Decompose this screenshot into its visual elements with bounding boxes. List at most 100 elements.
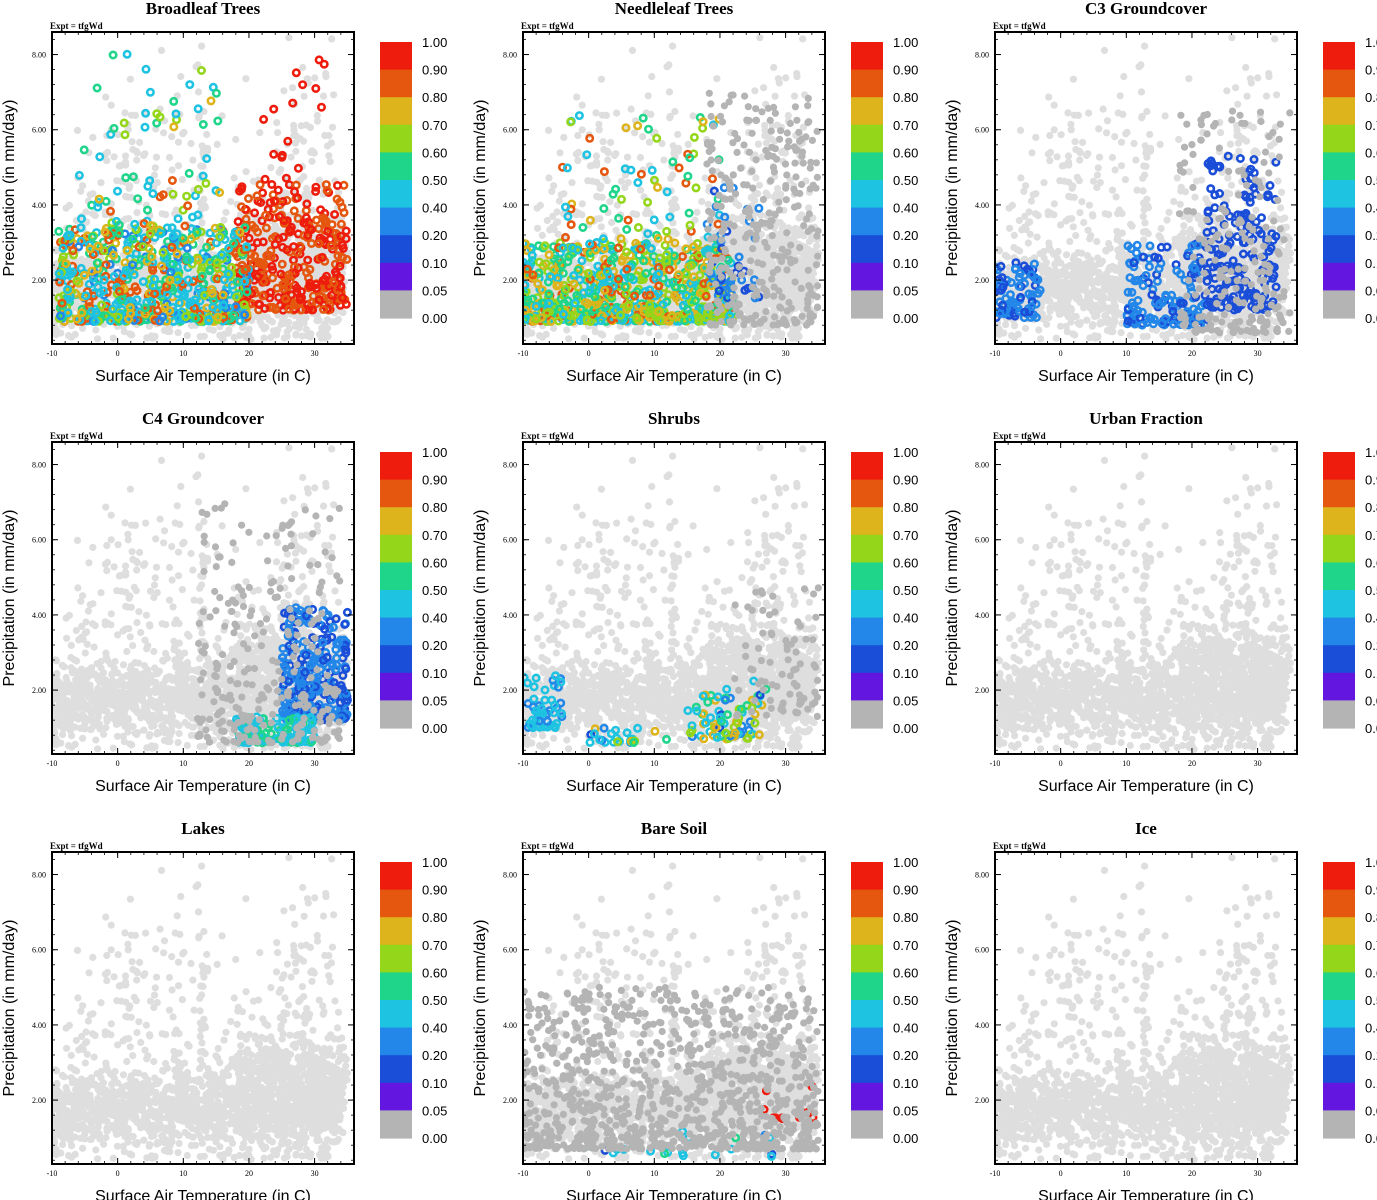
data-point-background [52, 309, 57, 317]
data-point [133, 315, 143, 325]
data-point [288, 98, 298, 108]
data-point-background [300, 92, 308, 100]
data-point [84, 240, 94, 250]
data-point [150, 315, 160, 325]
data-point [55, 311, 65, 321]
data-point [255, 180, 265, 190]
data-point [206, 96, 216, 106]
data-point [108, 246, 118, 256]
data-point-background [65, 201, 73, 209]
data-point [261, 107, 267, 113]
data-point [87, 266, 97, 276]
data-point [240, 223, 250, 233]
data-point [72, 314, 82, 324]
data-point [321, 216, 331, 226]
y-tick-label: 2.00 [32, 276, 46, 285]
data-point [341, 299, 351, 309]
data-point [316, 205, 326, 215]
data-point-background [591, 328, 599, 336]
data-point-background [813, 242, 821, 250]
data-point [306, 225, 316, 235]
data-point [165, 275, 175, 285]
data-point [284, 304, 294, 314]
data-point-background [174, 162, 183, 170]
data-point [180, 221, 190, 231]
data-point [254, 299, 264, 309]
data-point [250, 288, 260, 298]
data-point [198, 120, 208, 130]
data-point [316, 102, 326, 112]
data-point [244, 194, 254, 204]
data-point [87, 306, 97, 316]
data-point [181, 312, 191, 322]
colorbar-label: 0.20 [422, 228, 447, 243]
data-point [106, 316, 116, 326]
data-point [163, 290, 173, 300]
data-point-background [151, 164, 159, 172]
data-point [252, 191, 262, 201]
data-point-background [751, 334, 760, 342]
data-point [120, 130, 130, 140]
data-point [200, 290, 210, 300]
data-point-background [198, 202, 207, 211]
data-point [217, 250, 227, 260]
data-point-background [777, 333, 785, 341]
data-point [114, 286, 124, 296]
data-point-background [796, 298, 804, 306]
data-point [131, 249, 141, 259]
data-point [150, 289, 160, 299]
data-point-background [92, 326, 100, 334]
data-point [338, 244, 348, 254]
data-point [109, 225, 119, 235]
data-point [84, 297, 94, 307]
data-point-background [327, 139, 335, 147]
data-point-background [763, 330, 771, 338]
x-tick-label: 20 [245, 349, 253, 358]
data-point-background [177, 72, 185, 81]
data-point-background [308, 147, 316, 155]
data-point [213, 312, 223, 322]
colorbar-swatch [380, 235, 412, 264]
data-point [90, 316, 100, 326]
data-point [185, 297, 195, 307]
data-point [315, 129, 321, 135]
data-point [235, 227, 245, 237]
data-point-background [283, 190, 291, 198]
data-point-background [274, 129, 282, 137]
colorbar-label: 1.00 [422, 35, 447, 50]
data-point [173, 271, 183, 281]
data-point-background [153, 179, 161, 187]
data-point [87, 232, 97, 242]
data-point-background [126, 75, 134, 83]
data-point [134, 242, 144, 252]
data-point-background [550, 324, 558, 332]
data-point [183, 275, 193, 285]
data-point-background [160, 129, 168, 137]
data-point [299, 218, 309, 228]
data-point [259, 114, 269, 124]
data-point [332, 194, 342, 204]
data-point [63, 285, 73, 295]
data-point-background [242, 75, 250, 83]
data-point-background [150, 171, 159, 179]
data-point [68, 267, 78, 277]
data-point [168, 286, 178, 296]
data-point-background [239, 324, 247, 332]
data-point [173, 214, 183, 224]
data-point [265, 198, 275, 208]
data-point [282, 196, 292, 206]
data-point-background [291, 139, 299, 147]
data-point-background [133, 209, 141, 217]
data-point [296, 287, 306, 297]
data-point-background [128, 138, 136, 146]
data-point [74, 242, 84, 252]
data-point [311, 199, 317, 205]
data-point [219, 300, 229, 310]
data-point [211, 88, 221, 98]
data-point [140, 303, 150, 313]
data-point-background [314, 264, 322, 272]
data-point [119, 118, 129, 128]
data-point [207, 288, 217, 298]
data-point-background [79, 324, 87, 332]
